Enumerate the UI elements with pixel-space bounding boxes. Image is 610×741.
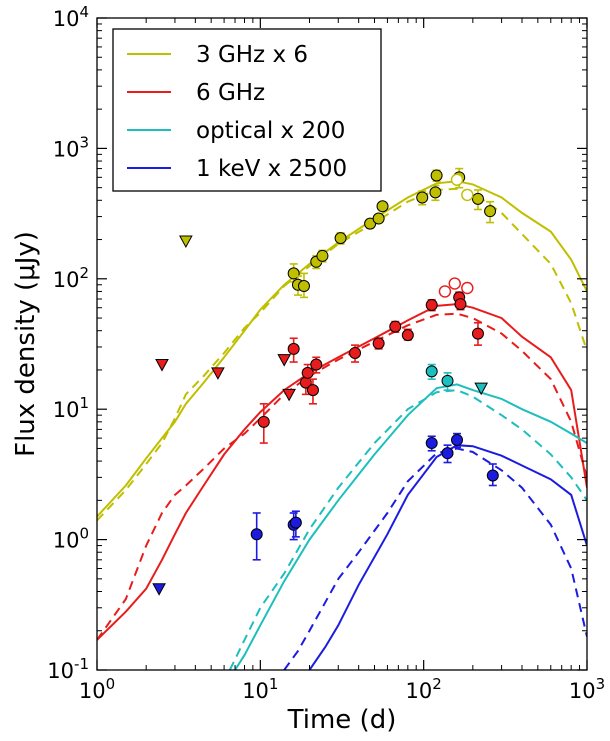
model-line-solid xyxy=(234,383,587,670)
model-line-solid xyxy=(308,444,587,670)
x-tick-label: 101 xyxy=(242,675,278,703)
data-point xyxy=(306,384,319,397)
data-point xyxy=(301,366,314,379)
data-point xyxy=(349,346,362,359)
x-tick-label: 100 xyxy=(79,675,115,703)
legend-label: optical x 200 xyxy=(196,118,345,144)
open-data-point xyxy=(438,285,452,298)
upper-limit-marker xyxy=(211,367,225,380)
legend: 3 GHz x 6 6 GHz optical x 200 1 keV x 2500 xyxy=(112,28,382,192)
data-point xyxy=(389,320,402,333)
data-point xyxy=(486,469,499,482)
data-point xyxy=(471,327,484,340)
series-2 xyxy=(228,363,587,670)
y-tick-label: 104 xyxy=(53,3,89,31)
data-point xyxy=(425,365,438,378)
model-line-dashed xyxy=(97,312,587,641)
data-point xyxy=(297,280,310,293)
data-point xyxy=(441,374,454,387)
upper-limit-marker xyxy=(155,359,169,372)
data-point xyxy=(316,249,329,262)
open-data-point xyxy=(448,277,461,290)
y-tick-label: 103 xyxy=(53,133,89,161)
upper-limit-marker xyxy=(152,583,166,596)
data-point xyxy=(416,191,429,204)
data-point xyxy=(310,358,323,371)
open-data-point xyxy=(461,188,474,202)
model-line-dashed xyxy=(283,447,587,670)
legend-box xyxy=(112,28,382,192)
series-1 xyxy=(97,277,587,641)
x-tick-label: 102 xyxy=(406,675,442,703)
data-point xyxy=(430,169,443,182)
upper-limit-marker xyxy=(282,388,296,402)
plot-frame xyxy=(96,17,588,671)
series-3 xyxy=(152,432,587,670)
data-point xyxy=(471,192,484,205)
data-point xyxy=(289,516,302,529)
data-point xyxy=(425,298,438,311)
model-line-solid xyxy=(97,303,587,641)
data-point xyxy=(372,337,385,350)
data-point xyxy=(441,447,454,460)
data-point xyxy=(372,212,385,225)
plot-area xyxy=(97,167,587,670)
legend-label: 1 keV x 2500 xyxy=(196,156,347,182)
data-point xyxy=(401,329,414,342)
data-point xyxy=(451,434,464,447)
y-axis-title: Flux density (μJy) xyxy=(11,231,41,457)
open-data-point xyxy=(461,281,474,295)
model-line-dashed xyxy=(97,187,587,522)
data-point xyxy=(334,232,347,245)
y-tick-label: 100 xyxy=(53,525,89,553)
data-point xyxy=(287,342,300,355)
upper-limit-marker xyxy=(179,235,193,249)
y-tick-label: 101 xyxy=(53,394,89,422)
data-point xyxy=(484,205,497,218)
model-line-dashed xyxy=(228,389,587,670)
data-point xyxy=(376,200,389,213)
x-axis-title: Time (d) xyxy=(287,705,397,735)
y-tick-label: 10-1 xyxy=(47,655,89,683)
legend-label: 6 GHz xyxy=(196,80,265,106)
model-line-solid xyxy=(97,180,587,518)
upper-limit-marker xyxy=(474,382,489,396)
data-point xyxy=(257,415,270,428)
series-0 xyxy=(97,167,587,522)
data-point xyxy=(454,298,467,311)
x-tick-label: 103 xyxy=(569,675,605,703)
upper-limit-marker xyxy=(277,354,292,367)
open-data-point xyxy=(450,173,464,186)
data-point xyxy=(429,186,442,199)
data-point xyxy=(425,437,438,450)
y-tick-label: 102 xyxy=(53,264,89,292)
data-point xyxy=(250,528,263,541)
legend-label: 3 GHz x 6 xyxy=(196,42,308,68)
